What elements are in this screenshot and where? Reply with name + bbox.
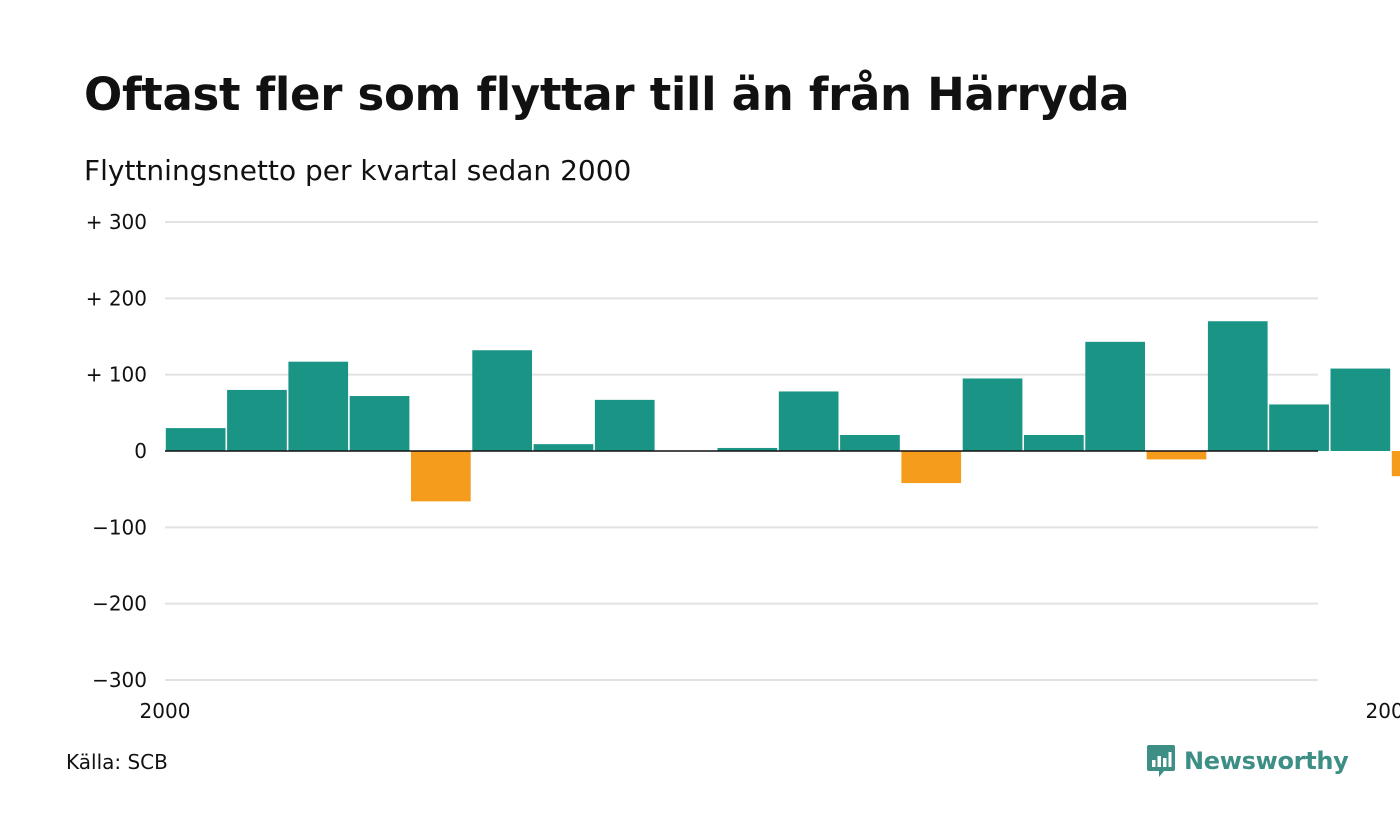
y-tick-label: + 300: [86, 210, 147, 234]
bar-14: [1024, 434, 1084, 451]
source-note: Källa: SCB: [66, 750, 168, 774]
newsworthy-chart-bubble-icon: [1147, 745, 1175, 777]
bar-15: [1085, 341, 1145, 451]
y-tick-label: −300: [92, 668, 147, 692]
bar-5: [472, 350, 532, 451]
bar-16: [1146, 451, 1207, 460]
bar-7: [594, 399, 655, 451]
y-tick-label: −200: [92, 592, 147, 616]
bar-12: [901, 451, 962, 484]
bar-9: [717, 447, 778, 451]
bar-13: [962, 378, 1023, 451]
y-tick-label: + 200: [86, 286, 147, 310]
bar-3: [349, 396, 410, 451]
y-tick-label: + 100: [86, 363, 147, 387]
bar-1: [227, 389, 287, 451]
x-axis-labels: 20002005201020152020: [140, 699, 1400, 723]
x-tick-label: 2000: [140, 699, 191, 723]
chart-subtitle: Flyttningsnetto per kvartal sedan 2000: [84, 154, 632, 187]
chart-title: Oftast fler som flyttar till än från Här…: [84, 68, 1130, 121]
bar-18: [1269, 404, 1329, 451]
bar-2: [288, 361, 349, 451]
bar-10: [778, 391, 839, 451]
y-axis-labels: + 300 + 200 + 100 0 −100 −200 −300: [86, 210, 147, 692]
bar-11: [840, 434, 900, 451]
y-tick-label: 0: [134, 439, 147, 463]
bar-20: [1391, 451, 1400, 477]
bars: [165, 321, 1400, 502]
newsworthy-logo: Newsworthy: [1146, 744, 1349, 778]
bar-0: [165, 428, 226, 451]
y-tick-label: −100: [92, 515, 147, 539]
bar-17: [1207, 321, 1268, 451]
logo-text: Newsworthy: [1184, 747, 1349, 775]
bar-4: [411, 451, 471, 502]
bar-19: [1330, 368, 1391, 451]
bar-6: [533, 444, 594, 451]
x-tick-label: 2005: [1366, 699, 1400, 723]
